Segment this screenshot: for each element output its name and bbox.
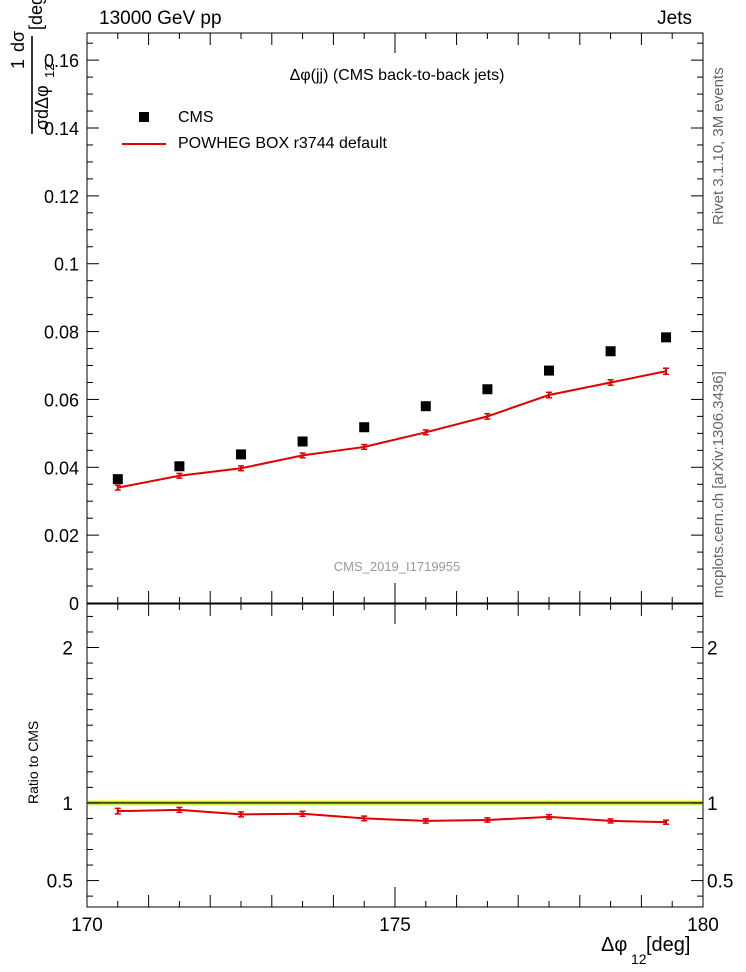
header-left-label: 13000 GeV pp <box>99 8 222 29</box>
ratio-y-tick-label-right: 0.5 <box>707 872 733 893</box>
cms-data-point <box>174 461 185 472</box>
main-plot: 0 0.02 0.04 0.06 0.08 0.1 0.12 0.14 0.16 <box>44 32 704 614</box>
cms-data-point <box>297 436 308 447</box>
main-y-tick-label: 0.16 <box>44 51 79 71</box>
cms-data-point <box>359 422 370 433</box>
y-label-sub: 12 <box>42 64 57 78</box>
main-y-tick-label: 0 <box>69 594 79 614</box>
cms-data-point <box>605 346 616 357</box>
cms-data-point <box>544 365 554 376</box>
analysis-watermark: CMS_2019_I1719955 <box>334 559 461 574</box>
ratio-y-tick-label: 0.5 <box>47 872 73 893</box>
ratio-frame <box>86 603 704 908</box>
legend: CMS POWHEG BOX r3744 default <box>122 109 388 152</box>
x-tick-label: 175 <box>379 915 411 936</box>
ratio-mc-line <box>117 808 667 824</box>
main-y-tick-label: 0.1 <box>54 255 79 275</box>
main-y-tick-label: 0.14 <box>44 119 79 139</box>
main-y-tick-label: 0.06 <box>44 390 79 410</box>
legend-cms-label: CMS <box>178 109 214 126</box>
ratio-y-label: Ratio to CMS <box>25 721 41 804</box>
y-label-unit: [deg <box>26 0 46 30</box>
main-y-tick-label: 0.12 <box>44 187 79 207</box>
rivet-label: Rivet 3.1.10, 3M events <box>710 67 727 225</box>
mcplots-label: mcplots.cern.ch [arXiv:1306.3436] <box>710 371 727 598</box>
legend-cms-marker <box>139 112 149 122</box>
mc-line <box>117 370 667 489</box>
y-label-num: 1 <box>8 59 28 69</box>
x-tick-label: 170 <box>71 915 103 936</box>
x-label-unit: [deg] <box>646 934 690 956</box>
x-label-sub: 12 <box>631 951 647 967</box>
ratio-y-tick-label: 2 <box>62 639 73 660</box>
x-axis-label: Δφ 12 [deg] <box>601 934 690 967</box>
main-y-tick-label: 0.04 <box>44 458 79 478</box>
cms-data-point <box>236 449 246 460</box>
main-y-tick-label: 0.02 <box>44 526 79 546</box>
legend-mc-label: POWHEG BOX r3744 default <box>178 135 388 152</box>
plot-title: Δφ(jj) (CMS back-to-back jets) <box>290 67 505 84</box>
main-y-tick-label: 0.08 <box>44 323 79 343</box>
ratio-y-tick-label-right: 1 <box>707 794 718 815</box>
ratio-plot: 0.5 0.5 1 1 2 2 170 175 180 <box>47 603 733 936</box>
y-label-sigma: σ <box>32 119 52 130</box>
ratio-y-tick-label: 1 <box>62 794 73 815</box>
ratio-y-tick-label-right: 2 <box>707 639 718 660</box>
main-y-axis-label: 1 dσ σ dΔφ 12 [deg -1 ] <box>8 0 57 134</box>
cms-data-point <box>112 474 123 485</box>
header-right-label: Jets <box>657 8 692 29</box>
cms-data-point <box>482 384 493 395</box>
y-label-dphi: dΔφ <box>32 85 52 119</box>
y-label-dsigma: dσ <box>8 31 28 52</box>
x-tick-label: 180 <box>687 915 719 936</box>
cms-data-point <box>420 401 431 412</box>
x-label-dphi: Δφ <box>601 934 627 956</box>
cms-data-point <box>661 332 672 343</box>
